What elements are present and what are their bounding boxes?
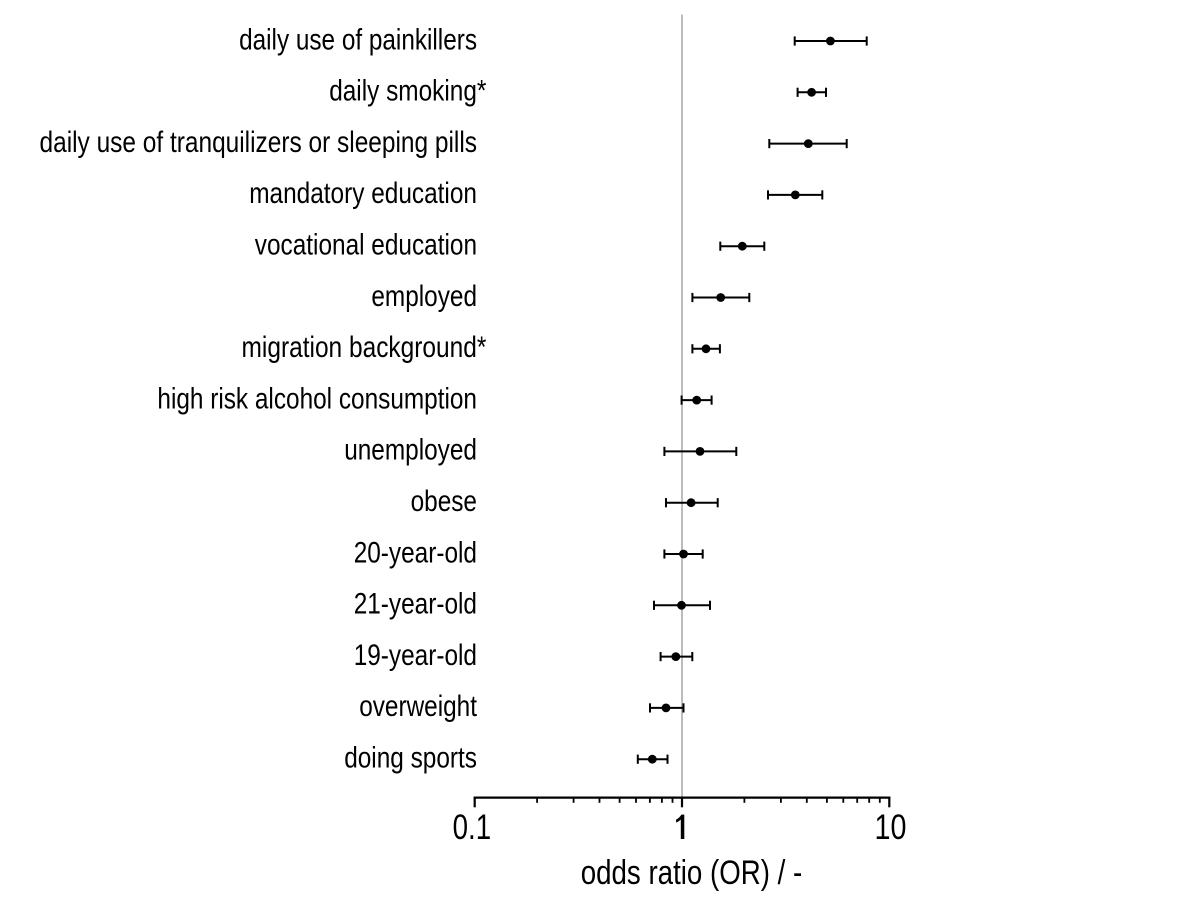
svg-text:overweight: overweight: [359, 690, 477, 723]
svg-text:obese: obese: [411, 485, 477, 518]
svg-text:high risk alcohol consumption: high risk alcohol consumption: [157, 382, 477, 415]
svg-text:mandatory education: mandatory education: [249, 177, 477, 210]
svg-text:unemployed: unemployed: [344, 434, 477, 467]
svg-text:daily use of painkillers: daily use of painkillers: [239, 23, 477, 56]
svg-text:21-year-old: 21-year-old: [354, 588, 477, 621]
svg-text:odds ratio (OR) / -: odds ratio (OR) / -: [581, 854, 803, 892]
svg-text:vocational education: vocational education: [255, 229, 477, 262]
svg-text:doing sports: doing sports: [344, 742, 477, 775]
svg-text:daily smoking*: daily smoking*: [329, 75, 486, 108]
svg-text:daily use of tranquilizers or: daily use of tranquilizers or sleeping p…: [40, 126, 478, 159]
svg-text:19-year-old: 19-year-old: [354, 639, 477, 672]
svg-text:10: 10: [875, 808, 907, 847]
svg-text:employed: employed: [371, 280, 477, 313]
svg-text:20-year-old: 20-year-old: [354, 536, 477, 569]
svg-text:migration background*: migration background*: [242, 331, 487, 364]
svg-text:0.1: 0.1: [453, 808, 492, 847]
